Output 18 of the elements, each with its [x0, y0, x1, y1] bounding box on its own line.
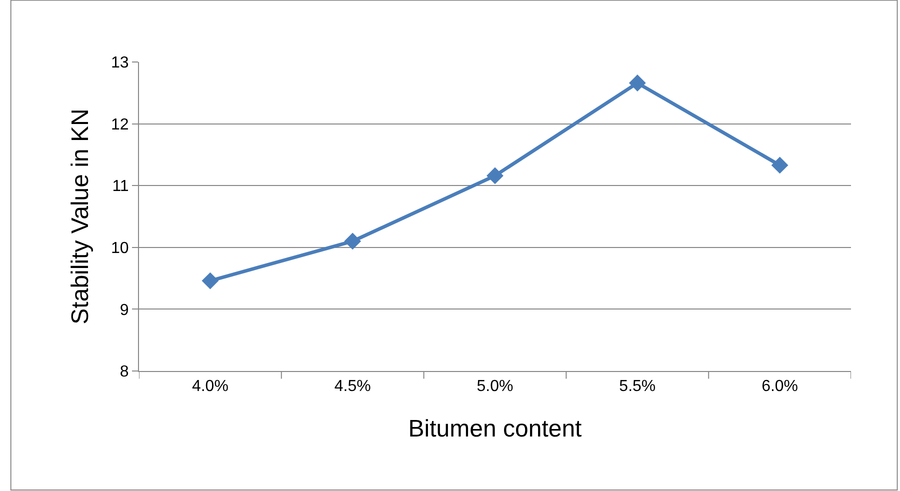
y-tick-label: 12 [111, 116, 129, 134]
point [202, 272, 219, 290]
y-axis-title: Stability Value in KN [67, 108, 94, 324]
y-tick-label: 10 [111, 240, 129, 257]
y-tick-label: 11 [112, 178, 129, 196]
x-axis-title: Bitumen content [408, 416, 582, 442]
point [771, 156, 788, 174]
y-tick-label: 8 [120, 364, 129, 381]
point [344, 232, 362, 250]
x-tick-label: 4.5% [334, 378, 371, 396]
y-tick-label: 13 [111, 54, 129, 72]
x-tick-label: 4.0% [192, 378, 228, 396]
y-tick-label: 9 [120, 302, 129, 319]
point [628, 74, 646, 92]
x-tick-label: 6.0% [762, 378, 798, 396]
point [486, 167, 504, 184]
x-tick-label: 5.0% [476, 378, 514, 396]
x-tick-label: 5.5% [619, 378, 656, 396]
